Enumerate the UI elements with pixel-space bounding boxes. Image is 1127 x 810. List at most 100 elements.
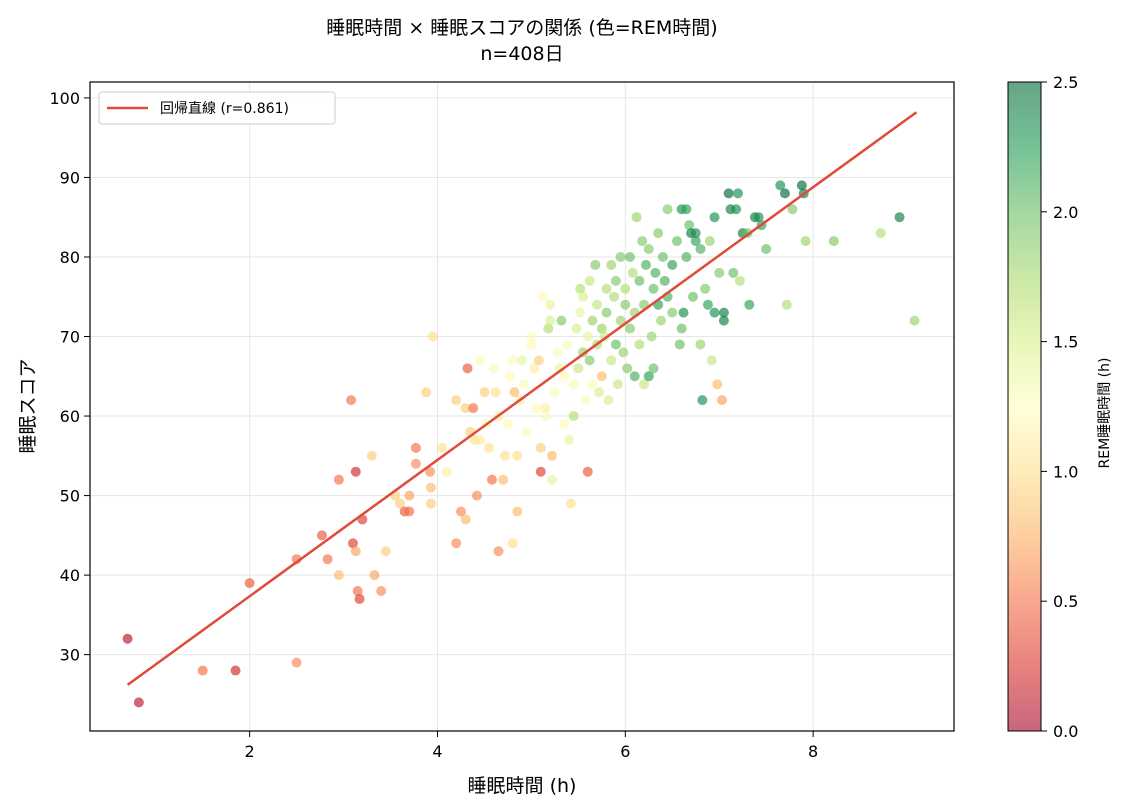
scatter-point <box>394 498 405 509</box>
scatter-point <box>639 379 650 390</box>
scatter-point <box>575 307 586 318</box>
scatter-point <box>526 339 537 350</box>
scatter-point <box>629 371 640 382</box>
scatter-point <box>559 418 570 429</box>
scatter-point <box>545 315 556 326</box>
scatter-point <box>468 403 479 414</box>
scatter-point <box>333 570 344 581</box>
scatter-point <box>622 363 633 374</box>
scatter-point <box>894 212 905 223</box>
scatter-point <box>410 458 421 469</box>
scatter-point <box>709 212 720 223</box>
scatter-point <box>702 299 713 310</box>
scatter-point <box>366 450 377 461</box>
regression-line <box>126 111 918 686</box>
scatter-point <box>488 363 499 374</box>
scatter-point <box>640 259 651 270</box>
scatter-point <box>502 418 513 429</box>
scatter-point <box>709 307 720 318</box>
scatter-point <box>909 315 920 326</box>
x-tick-label: 4 <box>432 742 442 761</box>
scatter-point <box>648 363 659 374</box>
scatter-point <box>347 538 358 549</box>
scatter-point <box>512 506 523 517</box>
legend-box <box>98 91 336 125</box>
scatter-point <box>744 299 755 310</box>
scatter-point <box>498 474 509 485</box>
scatter-point <box>695 339 706 350</box>
scatter-point <box>543 323 554 334</box>
colorbar-tick-label: 2.5 <box>1053 73 1078 92</box>
x-axis-ticks: 2 4 6 8 <box>245 731 818 761</box>
scatter-point <box>775 180 786 191</box>
scatter-point <box>706 355 717 366</box>
scatter-point <box>667 259 678 270</box>
scatter-point <box>540 411 551 422</box>
scatter-point <box>761 244 772 255</box>
colorbar-label: REM睡眠時間 (h) <box>1097 358 1113 469</box>
x-tick-label: 8 <box>808 742 818 761</box>
scatter-point <box>728 267 739 278</box>
scatter-point <box>615 251 626 262</box>
scatter-point <box>875 228 886 239</box>
scatter-point <box>535 466 546 477</box>
scatter-point <box>424 466 435 477</box>
scatter-point <box>781 299 792 310</box>
scatter-point <box>700 283 711 294</box>
scatter-point <box>634 339 645 350</box>
scatter-point <box>606 259 617 270</box>
scatter-point <box>582 466 593 477</box>
scatter-point <box>573 363 584 374</box>
scatter-point <box>753 212 764 223</box>
y-tick-label: 40 <box>60 566 80 585</box>
colorbar-ticks: 0.0 0.5 1.0 1.5 2.0 2.5 <box>1041 73 1078 741</box>
scatter-point <box>507 355 518 366</box>
scatter-point <box>512 450 523 461</box>
scatter-point <box>684 220 695 231</box>
scatter-point <box>535 442 546 453</box>
colorbar-gradient <box>1007 81 1042 732</box>
scatter-point <box>197 665 208 676</box>
scatter-point <box>575 283 586 294</box>
scatter-point <box>718 315 729 326</box>
scatter-point <box>714 267 725 278</box>
scatter-point <box>562 339 573 350</box>
scatter-point <box>631 212 642 223</box>
scatter-point <box>733 188 743 199</box>
y-tick-label: 30 <box>60 646 80 665</box>
scatter-point <box>796 180 807 191</box>
scatter-point <box>828 236 839 247</box>
scatter-point <box>545 299 556 310</box>
scatter-point <box>723 188 734 199</box>
y-tick-label: 60 <box>60 407 80 426</box>
scatter-point <box>625 251 635 262</box>
scatter-point <box>380 546 391 557</box>
scatter-point <box>627 267 638 278</box>
plot-frame <box>89 81 955 732</box>
scatter-point <box>540 403 551 414</box>
scatter-point <box>346 395 357 406</box>
scatter-point <box>717 395 728 406</box>
scatter-point <box>681 251 692 262</box>
x-tick-label: 6 <box>620 742 630 761</box>
scatter-point <box>643 244 654 255</box>
scatter-point <box>533 355 544 366</box>
scatter-point <box>637 236 648 247</box>
scatter-point <box>787 204 798 215</box>
y-tick-label: 90 <box>60 168 80 187</box>
scatter-point <box>509 387 520 398</box>
y-axis-label: 睡眠スコア <box>17 358 39 453</box>
scatter-point <box>653 228 664 239</box>
scatter-point <box>556 315 567 326</box>
scatter-point <box>712 379 723 390</box>
colorbar: 0.0 0.5 1.0 1.5 2.0 2.5 REM睡眠時間 (h) <box>1007 73 1113 741</box>
scatter-point <box>779 188 790 199</box>
scatter-point <box>500 450 511 461</box>
scatter-point <box>122 633 133 644</box>
scatter-point <box>674 339 685 350</box>
scatter-point <box>584 275 595 286</box>
colorbar-tick-label: 0.5 <box>1053 592 1078 611</box>
scatter-point <box>529 363 540 374</box>
chart-subtitle: n=408日 <box>480 43 563 65</box>
